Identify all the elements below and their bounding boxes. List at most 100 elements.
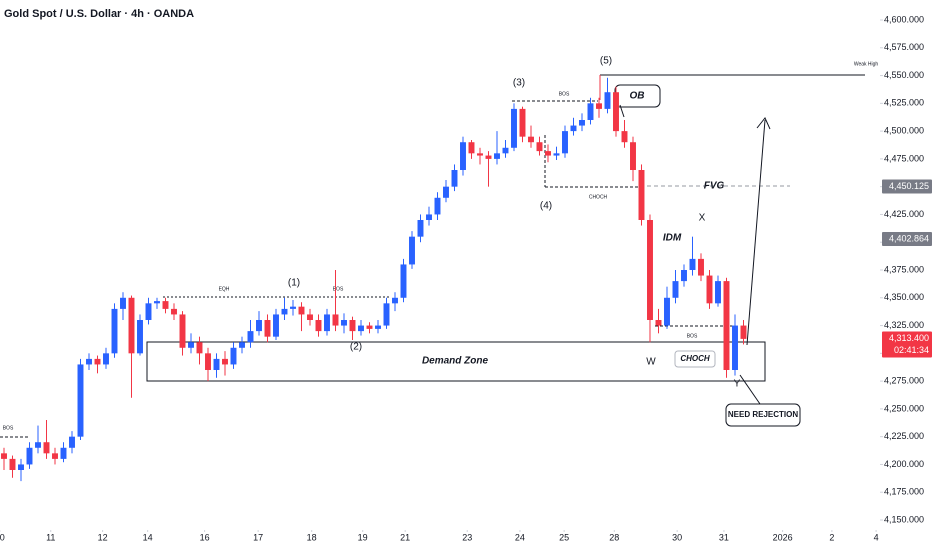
candle-body bbox=[434, 197, 441, 215]
annotation: FVG bbox=[704, 181, 725, 192]
candle-body bbox=[460, 142, 466, 170]
candle-body bbox=[681, 270, 687, 282]
candle-body bbox=[587, 103, 594, 120]
wave-label: W bbox=[646, 357, 656, 368]
candle-body bbox=[247, 331, 254, 343]
candle-body bbox=[341, 320, 347, 326]
candle-body bbox=[264, 320, 271, 337]
x-tick-label: 17 bbox=[253, 532, 263, 542]
candle-body bbox=[409, 236, 415, 265]
annotation: IDM bbox=[663, 233, 682, 244]
x-tick-label: 30 bbox=[672, 532, 682, 542]
x-tick-label: 25 bbox=[559, 532, 569, 542]
x-tick-label: 28 bbox=[609, 532, 619, 542]
bos-label: BOS bbox=[333, 286, 344, 292]
candle-body bbox=[111, 308, 118, 354]
chart-title: Gold Spot / U.S. Dollar · 4h · OANDA bbox=[4, 8, 194, 20]
candle-body bbox=[273, 314, 279, 337]
y-tick-label: 4,150.000 bbox=[884, 514, 924, 524]
y-tick-label: 4,325.000 bbox=[884, 320, 924, 330]
candle-body bbox=[188, 342, 194, 348]
annotation: OB bbox=[630, 91, 645, 102]
candle-body bbox=[128, 297, 135, 354]
ob-pointer bbox=[619, 104, 625, 118]
price-label-box bbox=[882, 331, 932, 358]
y-tick-label: 4,275.000 bbox=[884, 375, 924, 385]
candle-body bbox=[162, 301, 169, 309]
candle-body bbox=[35, 442, 41, 448]
price-label: 4,402.864 bbox=[889, 233, 929, 243]
candle-body bbox=[18, 464, 24, 470]
y-tick-label: 4,250.000 bbox=[884, 403, 924, 413]
candle-body bbox=[383, 303, 390, 326]
price-label: 4,313.400 bbox=[889, 333, 929, 343]
need-rejection-box bbox=[725, 403, 801, 427]
candle-body bbox=[502, 147, 509, 154]
x-tick-label: 12 bbox=[98, 532, 108, 542]
y-tick-label: 4,350.000 bbox=[884, 292, 924, 302]
candle-body bbox=[689, 258, 696, 270]
x-tick-label: 31 bbox=[719, 532, 729, 542]
candle-body bbox=[196, 342, 203, 354]
y-tick-label: 4,375.000 bbox=[884, 264, 924, 274]
candle-body bbox=[230, 347, 237, 365]
candle-body bbox=[315, 320, 322, 332]
wave-label: X bbox=[699, 213, 706, 224]
drawings bbox=[0, 74, 865, 438]
candle-body bbox=[562, 131, 568, 154]
candle-body bbox=[213, 358, 220, 370]
candle-body bbox=[545, 151, 551, 156]
y-tick-label: 4,575.000 bbox=[884, 42, 924, 52]
candle-body bbox=[519, 108, 526, 137]
bos-label: BOS bbox=[3, 425, 14, 431]
wave-label: (3) bbox=[513, 78, 525, 89]
candle-body bbox=[536, 142, 543, 152]
candle-body bbox=[604, 92, 611, 109]
countdown: 02:41:34 bbox=[894, 345, 929, 355]
candle-body bbox=[179, 314, 186, 348]
eqh-label: EQH bbox=[219, 286, 230, 292]
candle-body bbox=[528, 136, 534, 143]
candle-body bbox=[26, 447, 33, 465]
candle-body bbox=[1, 453, 7, 459]
candle-body bbox=[375, 325, 381, 329]
candle-body bbox=[290, 306, 296, 309]
wave-label: Y bbox=[734, 379, 741, 390]
candle-body bbox=[468, 142, 475, 154]
candle-body bbox=[630, 142, 636, 170]
candle-body bbox=[655, 320, 662, 326]
need-rejection-pointer bbox=[739, 374, 761, 405]
wave-label: (2) bbox=[350, 342, 362, 353]
candle-body bbox=[43, 442, 50, 454]
candle-body bbox=[137, 320, 143, 354]
candle-body bbox=[426, 214, 432, 220]
y-tick-label: 4,225.000 bbox=[884, 431, 924, 441]
candle-body bbox=[171, 308, 177, 315]
candle-body bbox=[69, 436, 75, 448]
x-tick-label: 14 bbox=[143, 532, 153, 542]
weak-high-label: Weak High bbox=[854, 61, 879, 67]
annotation: CHOCH bbox=[680, 354, 710, 363]
y-tick-label: 4,475.000 bbox=[884, 153, 924, 163]
price-label-box bbox=[882, 179, 932, 194]
candle-body bbox=[723, 281, 730, 370]
candle-body bbox=[494, 153, 500, 159]
candle-body bbox=[298, 306, 305, 315]
candle-body bbox=[485, 155, 492, 159]
candle-body bbox=[120, 297, 126, 309]
candle-body bbox=[324, 314, 330, 332]
bos-label: BOS bbox=[559, 91, 570, 97]
price-label-box bbox=[882, 232, 932, 247]
candle-body bbox=[392, 297, 398, 304]
candle-body bbox=[732, 325, 738, 370]
candle-body bbox=[366, 325, 373, 329]
candle-body bbox=[740, 325, 747, 339]
x-tick-label: 11 bbox=[46, 532, 55, 542]
price-label: 4,450.125 bbox=[889, 181, 929, 191]
candle-body bbox=[145, 303, 152, 320]
candle-body bbox=[664, 297, 670, 326]
candle-body bbox=[400, 264, 407, 298]
y-tick-label: 4,175.000 bbox=[884, 487, 924, 497]
